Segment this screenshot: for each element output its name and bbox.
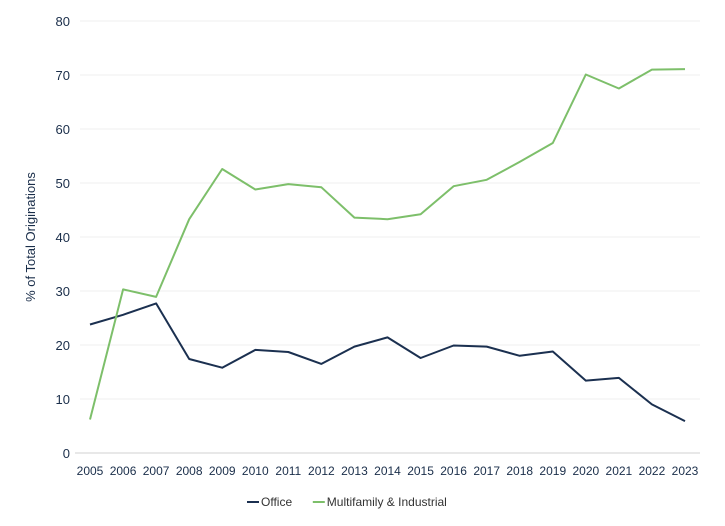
x-tick-label: 2017	[473, 464, 500, 478]
y-tick-label: 20	[56, 338, 70, 353]
series-line-multifamily-industrial	[89, 68, 686, 420]
x-tick-label: 2009	[209, 464, 236, 478]
grid-lines	[80, 20, 700, 400]
legend-label: Multifamily & Industrial	[327, 495, 447, 509]
x-tick-label: 2007	[143, 464, 170, 478]
x-tick-label: 2008	[176, 464, 203, 478]
y-tick-label: 50	[56, 176, 70, 191]
x-tick-label: 2005	[77, 464, 104, 478]
x-tick-label: 2013	[341, 464, 368, 478]
series-lines	[89, 68, 686, 422]
y-tick-label: 70	[56, 68, 70, 83]
y-tick-label: 30	[56, 284, 70, 299]
x-tick-label: 2012	[308, 464, 335, 478]
x-tick-label: 2011	[275, 464, 301, 478]
x-tick-label: 2019	[539, 464, 566, 478]
x-tick-label: 2023	[672, 464, 699, 478]
x-axis-ticks: 2005 2006 2007 2008 2009 2010 2011 2012 2013 2014…	[77, 464, 699, 478]
x-tick-label: 2022	[639, 464, 666, 478]
x-tick-label: 2014	[374, 464, 401, 478]
legend-label: Office	[261, 495, 292, 509]
legend: Office Multifamily & Industrial	[247, 495, 447, 509]
x-tick-label: 2020	[572, 464, 599, 478]
y-axis-ticks: 0 10 20 30 40 50 60 70 80	[56, 14, 70, 461]
y-tick-label: 0	[63, 446, 70, 461]
y-tick-label: 10	[56, 392, 70, 407]
x-tick-label: 2016	[440, 464, 467, 478]
x-tick-label: 2021	[606, 464, 633, 478]
x-tick-label: 2018	[506, 464, 533, 478]
x-tick-label: 2010	[242, 464, 269, 478]
y-axis-title: % of Total Originations	[23, 172, 38, 302]
y-tick-label: 60	[56, 122, 70, 137]
y-tick-label: 40	[56, 230, 70, 245]
y-tick-label: 80	[56, 14, 70, 29]
x-tick-label: 2006	[110, 464, 137, 478]
x-tick-label: 2015	[407, 464, 434, 478]
series-line-office	[89, 302, 686, 422]
